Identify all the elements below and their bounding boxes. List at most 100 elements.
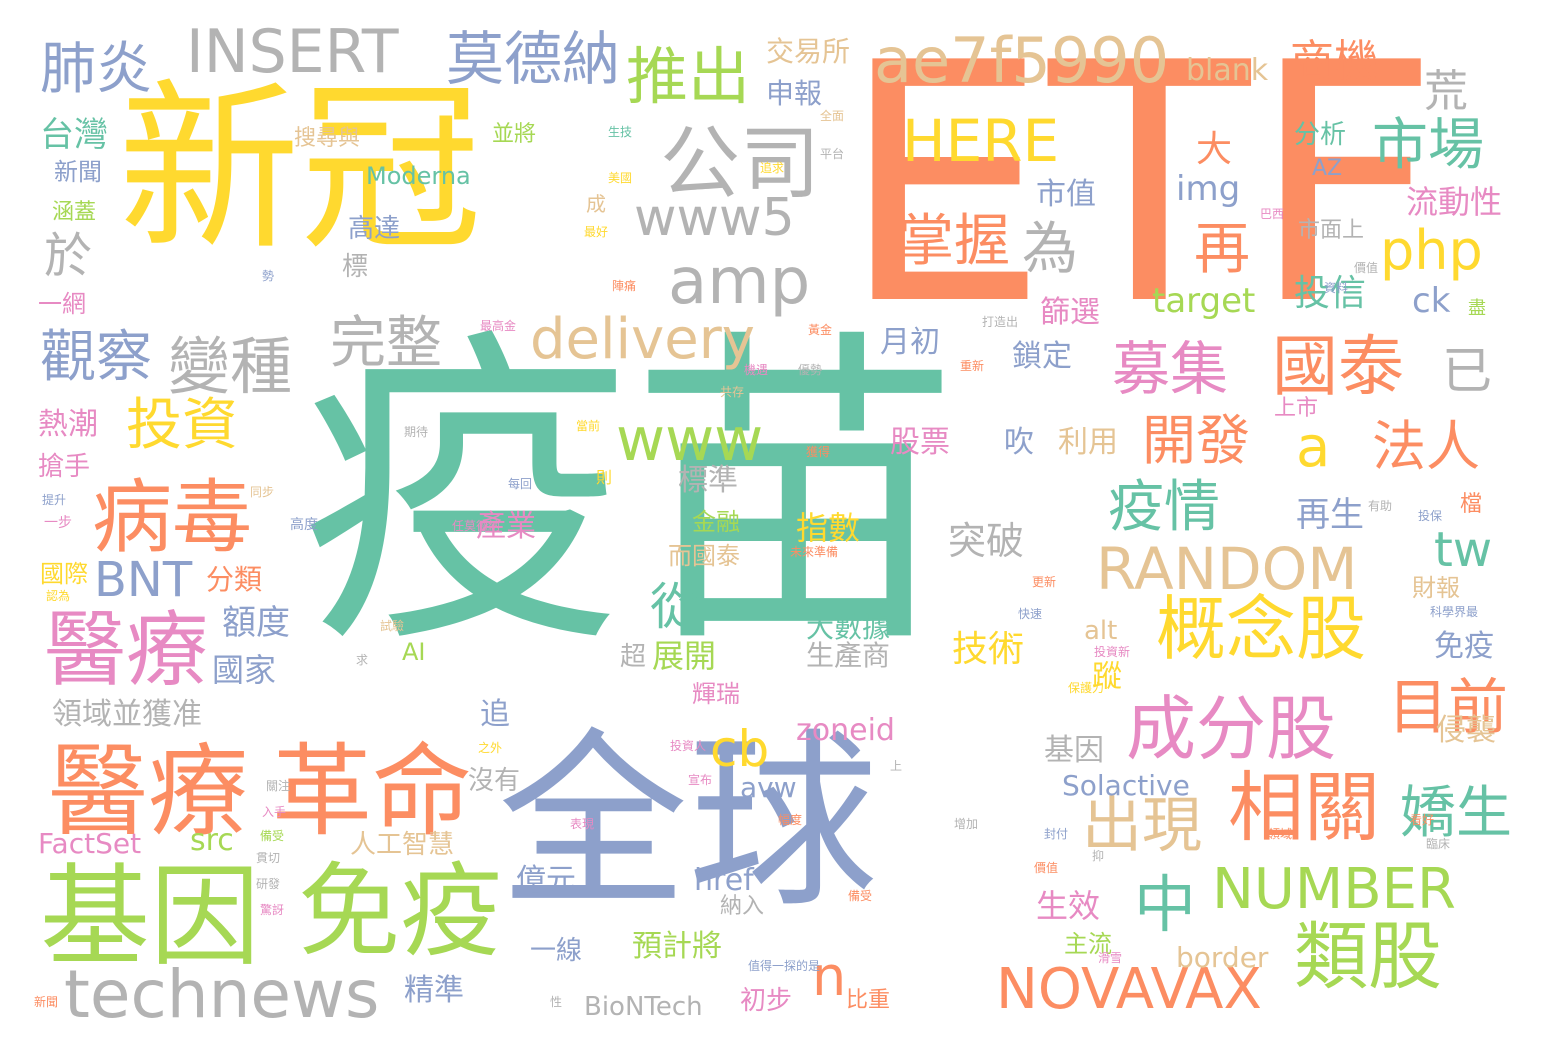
cloud-word: tw <box>1434 522 1493 578</box>
cloud-word: 之外 <box>478 741 503 755</box>
cloud-word: 基因 <box>40 853 260 981</box>
cloud-word: 追求 <box>760 161 785 175</box>
cloud-word: 快速 <box>1018 607 1043 621</box>
cloud-word: 追 <box>480 697 510 732</box>
cloud-word: 國際 <box>40 560 88 588</box>
cloud-word: 流動性 <box>1406 183 1503 221</box>
cloud-word: 並將 <box>492 122 537 147</box>
cloud-word: 而國泰 <box>668 542 740 570</box>
cloud-word: 交易所 <box>766 35 851 68</box>
cloud-word: 高度 <box>290 517 318 533</box>
cloud-word: 嬌生 <box>1400 781 1512 846</box>
cloud-word: 於 <box>44 228 93 284</box>
cloud-word: 提升 <box>42 493 67 507</box>
cloud-word: 臨床 <box>1426 837 1451 851</box>
cloud-word: 一線 <box>530 936 583 966</box>
cloud-word: 共存 <box>720 385 745 399</box>
cloud-word: 主流 <box>1064 930 1112 958</box>
cloud-word: 吹 <box>1004 425 1034 460</box>
cloud-word: n <box>812 945 847 1008</box>
cloud-word: 優勢 <box>798 363 823 377</box>
cloud-word: 重新 <box>960 359 985 373</box>
cloud-word: 類股 <box>1294 914 1442 1000</box>
cloud-word: 新聞 <box>34 995 59 1009</box>
cloud-word: 關注 <box>266 779 291 793</box>
cloud-word: technews <box>64 956 380 1033</box>
cloud-word: 出現 <box>1082 791 1202 861</box>
cloud-word: 金融 <box>692 508 740 536</box>
cloud-word: 法人 <box>1372 415 1480 478</box>
cloud-word: 貫切 <box>256 851 281 865</box>
cloud-word: 打造出 <box>982 315 1019 329</box>
cloud-word: 成 <box>586 192 606 216</box>
cloud-word: 滑雪 <box>1098 951 1123 965</box>
cloud-word: www <box>616 405 764 475</box>
cloud-word: 分析 <box>1294 120 1347 150</box>
cloud-word: 革命 <box>272 733 472 850</box>
cloud-word: 任莫德納 <box>452 519 501 533</box>
cloud-word: 試驗 <box>380 619 405 633</box>
cloud-word: 看好 <box>1410 813 1435 827</box>
cloud-word: blank <box>1186 53 1269 88</box>
cloud-word: 精準 <box>404 973 464 1008</box>
cloud-word: 投資人 <box>670 739 707 753</box>
cloud-word: 疫苗 <box>300 303 960 687</box>
cloud-word: 巴西 <box>1260 207 1285 221</box>
cloud-word: 沒有 <box>468 766 521 796</box>
cloud-word: 突破 <box>948 519 1025 563</box>
cloud-word: 台灣 <box>40 115 108 155</box>
cloud-word: 搶手 <box>38 452 91 482</box>
cloud-word: 財報 <box>1412 574 1460 602</box>
cloud-word: 億元 <box>516 863 576 898</box>
cloud-word: 價值 <box>1034 861 1059 875</box>
cloud-word: 盡 <box>1468 298 1486 319</box>
cloud-word: 篩選 <box>1040 295 1100 330</box>
cloud-word: 肺炎 <box>40 37 152 102</box>
cloud-word: ETF <box>840 0 1440 377</box>
cloud-word: 保護力 <box>1068 681 1105 695</box>
cloud-word: 上市 <box>1274 396 1319 421</box>
cloud-word: 獲得 <box>806 445 831 459</box>
cloud-word: BNT <box>94 552 193 608</box>
cloud-word: 價值 <box>1354 261 1379 275</box>
cloud-word: 黃金 <box>808 323 833 337</box>
cloud-word: 病毒 <box>92 471 252 564</box>
cloud-word: 指數 <box>796 509 861 547</box>
cloud-word: 納入 <box>720 894 765 919</box>
cloud-word: 分類 <box>206 563 263 596</box>
cloud-word: delivery <box>530 307 755 372</box>
cloud-word: 醫療 <box>48 733 248 850</box>
cloud-word: 生效 <box>1036 887 1101 925</box>
cloud-word: 國泰 <box>1272 328 1404 405</box>
cloud-word: 概念股 <box>1156 588 1366 670</box>
cloud-word: 侵襲 <box>1436 713 1496 748</box>
cloud-word: 一步 <box>44 515 72 531</box>
cloud-word: 蹤 <box>1086 660 1121 690</box>
cloud-word: 涵蓋 <box>52 200 97 225</box>
cloud-word: amp <box>668 245 811 319</box>
cloud-word: 免疫 <box>1434 629 1494 664</box>
cloud-word: 有助 <box>1368 499 1393 513</box>
cloud-word: ck <box>1412 281 1451 321</box>
cloud-word: 生產商 <box>806 639 891 672</box>
cloud-word: 投保 <box>1418 509 1443 523</box>
cloud-word: img <box>1176 169 1241 209</box>
cloud-word: NOVAVAX <box>996 957 1262 1022</box>
cloud-word: 月初 <box>880 325 940 360</box>
cloud-word: 備受 <box>260 829 285 843</box>
cloud-word: 機遇 <box>744 363 769 377</box>
cloud-word: 未來準備 <box>790 545 839 559</box>
cloud-word: 相關 <box>1228 763 1380 852</box>
cloud-word: 每回 <box>508 477 533 491</box>
cloud-word: 完整 <box>330 311 442 376</box>
cloud-word: 全球 <box>498 712 879 933</box>
cloud-word: 最高金 <box>480 319 517 333</box>
cloud-word: 技術 <box>952 629 1025 670</box>
cloud-word: 申報 <box>766 77 823 110</box>
cloud-word: 平台 <box>820 147 845 161</box>
cloud-word: 入手 <box>262 805 287 819</box>
cloud-word: 研發 <box>256 877 281 891</box>
cloud-word: 莫德納 <box>446 25 621 93</box>
cloud-word: 大 <box>1196 129 1233 170</box>
